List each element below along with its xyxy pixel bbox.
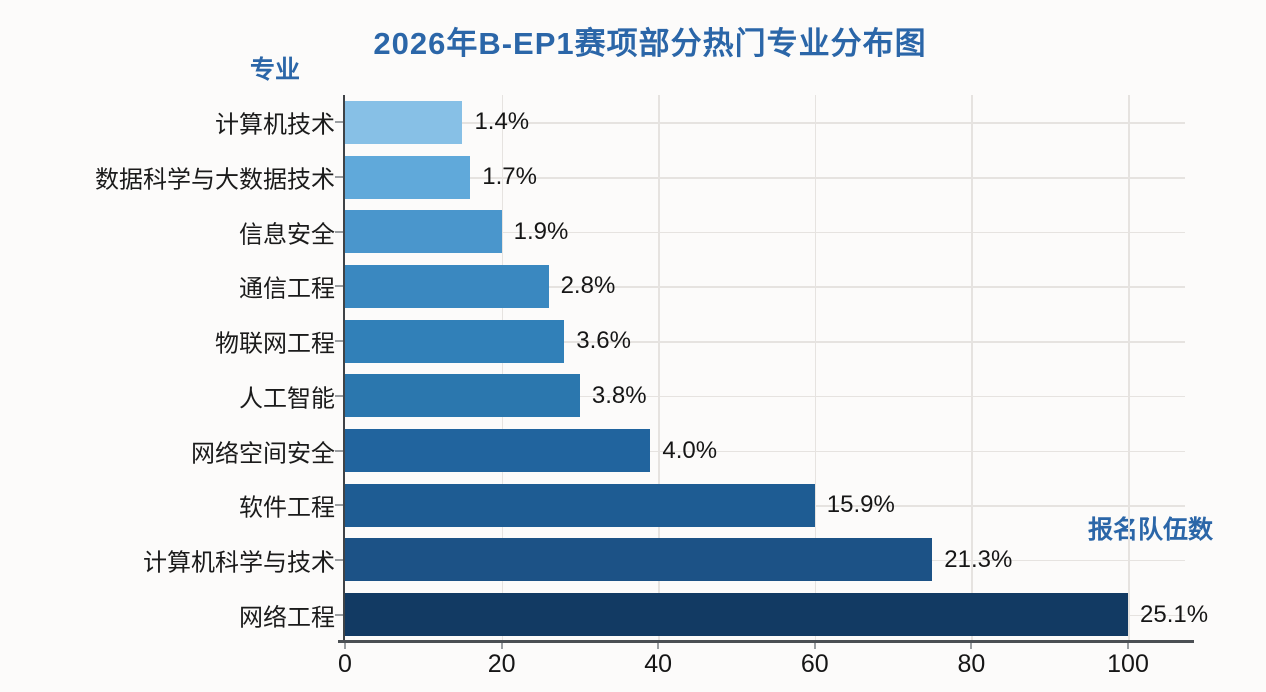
grid-line-horizontal	[345, 341, 1185, 343]
x-tick-label: 40	[644, 650, 673, 678]
value-label: 3.6%	[576, 327, 631, 355]
y-tick-mark	[335, 504, 343, 507]
bar	[345, 483, 815, 527]
plot-area	[345, 95, 1185, 640]
x-tick-mark	[344, 643, 346, 649]
grid-line-vertical	[658, 95, 660, 640]
value-label: 4.0%	[662, 436, 718, 464]
bar	[345, 155, 471, 199]
y-tick-mark	[335, 613, 343, 616]
y-tick-mark	[335, 285, 343, 288]
x-tick-mark	[1127, 643, 1129, 649]
grid-line-vertical	[971, 95, 973, 640]
bar	[345, 210, 502, 254]
grid-line-vertical	[501, 95, 504, 640]
category-label: 通信工程	[239, 275, 335, 303]
bar	[345, 100, 463, 144]
bar	[345, 538, 933, 582]
grid-line-horizontal	[345, 231, 1185, 234]
x-tick-mark	[813, 643, 816, 649]
value-label: 15.9%	[826, 491, 895, 519]
x-tick-mark	[970, 643, 973, 649]
category-label: 计算机技术	[215, 111, 335, 139]
category-label: 物联网工程	[215, 330, 335, 358]
grid-line-vertical	[1128, 95, 1130, 640]
category-label: 数据科学与大数据技术	[95, 166, 335, 194]
category-label: 计算机科学与技术	[143, 549, 335, 577]
value-label: 1.4%	[474, 108, 530, 136]
y-tick-mark	[335, 230, 343, 233]
bar	[345, 319, 565, 363]
x-tick-label: 20	[487, 650, 516, 678]
grid-line-horizontal	[345, 122, 1185, 124]
value-label: 21.3%	[944, 545, 1013, 573]
y-tick-mark	[335, 176, 343, 179]
x-tick-label: 100	[1107, 650, 1149, 678]
value-label: 1.7%	[482, 163, 537, 191]
grid-line-horizontal	[345, 286, 1185, 288]
category-label: 信息安全	[239, 221, 335, 249]
y-tick-mark	[335, 394, 343, 397]
y-axis-caption: 专业	[250, 56, 301, 84]
value-label: 2.8%	[560, 272, 616, 300]
y-axis-line	[343, 95, 345, 642]
x-tick-mark	[657, 643, 660, 649]
y-tick-mark	[335, 449, 343, 452]
category-label: 人工智能	[239, 385, 335, 413]
x-axis-caption: 报名队伍数	[1088, 516, 1214, 544]
y-tick-mark	[335, 558, 343, 561]
bar	[345, 429, 651, 473]
y-tick-mark	[335, 340, 343, 343]
grid-line-horizontal	[345, 177, 1185, 179]
chart-title: 2026年B-EP1赛项部分热门专业分布图	[373, 26, 927, 61]
value-label: 1.9%	[513, 217, 569, 245]
grid-line-vertical	[814, 95, 817, 640]
category-label: 软件工程	[239, 494, 335, 522]
grid-line-horizontal	[345, 395, 1185, 398]
x-tick-label: 60	[800, 650, 829, 678]
category-label: 网络空间安全	[191, 440, 335, 468]
value-label: 25.1%	[1140, 600, 1209, 628]
x-axis-line	[338, 640, 1194, 643]
x-tick-mark	[500, 643, 503, 649]
value-label: 3.8%	[591, 381, 647, 409]
bar	[345, 593, 1128, 637]
bar	[345, 264, 549, 308]
grid-line-horizontal	[345, 450, 1185, 453]
x-tick-label: 0	[338, 650, 352, 678]
y-tick-mark	[335, 121, 343, 124]
category-label: 网络工程	[239, 604, 335, 632]
x-tick-label: 80	[957, 650, 986, 678]
bar	[345, 374, 580, 418]
